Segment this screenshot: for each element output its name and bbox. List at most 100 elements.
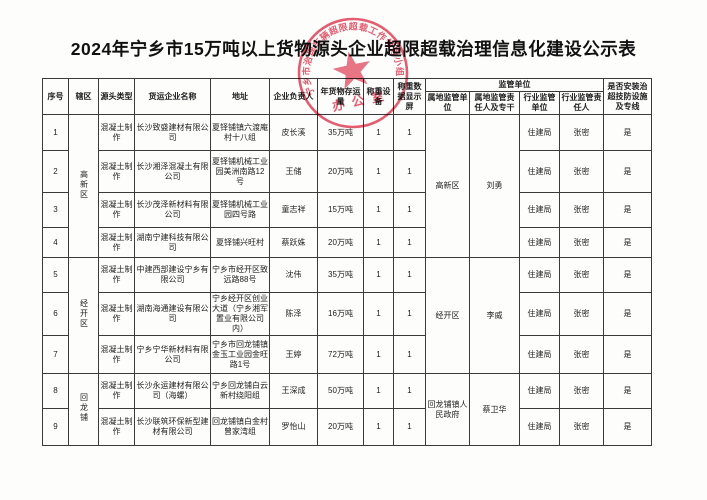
cell-industry-person: 张密 xyxy=(559,150,604,193)
table-row: 4 混凝土制作 湖南宁建科技有限公司 夏铎铺兴旺村 蔡跃姝 20万吨 1 1 住… xyxy=(42,227,652,258)
cell-manager: 王婷 xyxy=(269,335,318,374)
cell-address: 宁乡回龙铺白云新村绕阳组 xyxy=(210,373,270,409)
cell-display-screen: 1 xyxy=(393,150,426,193)
cell-source-type: 混凝土制作 xyxy=(98,150,135,193)
cell-weighing-device: 1 xyxy=(363,114,394,151)
cell-installed: 是 xyxy=(603,373,652,409)
cell-display-screen: 1 xyxy=(393,192,426,228)
cell-seq: 6 xyxy=(42,292,69,336)
cell-industry-unit: 住建局 xyxy=(519,150,560,193)
cell-industry-unit: 住建局 xyxy=(519,408,560,446)
cell-company: 湖南海通建设有限公司 xyxy=(134,292,211,336)
cell-seq: 3 xyxy=(42,192,69,228)
cell-manager: 陈泽 xyxy=(269,292,318,336)
cell-weighing-device: 1 xyxy=(363,192,394,228)
cell-address: 夏铎铺机械工业园四号路 xyxy=(210,192,270,228)
cell-installed: 是 xyxy=(603,292,652,336)
cell-industry-unit: 住建局 xyxy=(519,227,560,258)
table-row: 3 混凝土制作 长沙茂泽新材料有限公司 夏铎铺机械工业园四号路 童志祥 15万吨… xyxy=(42,192,652,228)
cell-industry-person: 张密 xyxy=(559,335,604,374)
cell-display-screen: 1 xyxy=(393,292,426,336)
cell-seq: 4 xyxy=(42,227,69,258)
cell-manager: 皮长溪 xyxy=(269,114,318,151)
cell-annual-volume: 15万吨 xyxy=(317,192,364,228)
cell-local-person: 蔡卫华 xyxy=(469,373,520,446)
table-row: 8 回龙铺 混凝土制作 长沙永运建材有限公司（海螺） 宁乡回龙铺白云新村绕阳组 … xyxy=(42,373,652,446)
cell-source-type: 混凝土制作 xyxy=(98,257,135,293)
cell-source-type: 混凝土制作 xyxy=(98,408,135,446)
cell-company: 长沙茂泽新材料有限公司 xyxy=(134,192,211,228)
col-header-district: 辖区 xyxy=(68,78,99,115)
cell-installed: 是 xyxy=(603,408,652,446)
cell-display-screen: 1 xyxy=(393,257,426,293)
cell-weighing-device: 1 xyxy=(363,335,394,374)
cell-display-screen: 1 xyxy=(393,335,426,374)
table-row: 5 经开区 混凝土制作 中建西部建设宁乡有限公司 宁乡市经开区致远路88号 沈伟… xyxy=(42,257,652,374)
cell-district: 回龙铺 xyxy=(68,373,99,446)
col-header-local-person: 属地监管责任人及专干 xyxy=(469,91,520,115)
cell-industry-person: 张密 xyxy=(559,257,604,293)
table-row: 6 混凝土制作 湖南海通建设有限公司 宁乡经开区创业大道（宁乡湘军置业有限公司内… xyxy=(42,292,652,336)
cell-company: 中建西部建设宁乡有限公司 xyxy=(134,257,211,293)
page-title: 2024年宁乡市15万吨以上货物源头企业超限超载治理信息化建设公示表 xyxy=(70,39,637,59)
cell-annual-volume: 50万吨 xyxy=(317,373,364,409)
cell-industry-person: 张密 xyxy=(559,192,604,228)
cell-installed: 是 xyxy=(603,257,652,293)
cell-address: 宁乡市回龙铺镇金玉工业园金旺路1号 xyxy=(210,335,270,374)
cell-manager: 王储 xyxy=(269,150,318,193)
cell-manager: 罗怡山 xyxy=(269,408,318,446)
table-row: 2 混凝土制作 长沙湘泽混凝土有限公司 夏铎铺机械工业园美洲南路12号 王储 2… xyxy=(42,150,652,193)
cell-annual-volume: 20万吨 xyxy=(317,150,364,193)
cell-source-type: 混凝土制作 xyxy=(98,227,135,258)
cell-weighing-device: 1 xyxy=(363,292,394,336)
cell-annual-volume: 20万吨 xyxy=(317,408,364,446)
col-header-company: 货运企业名称 xyxy=(134,78,211,115)
cell-address: 夏铎铺兴旺村 xyxy=(210,227,270,258)
cell-weighing-device: 1 xyxy=(363,150,394,193)
cell-seq: 7 xyxy=(42,335,69,374)
district-label: 高新区 xyxy=(79,169,89,200)
header-row-2: 属地监管单位 属地监管责任人及专干 行业监管单位 行业监管责任人 xyxy=(43,91,652,115)
cell-local-unit: 经开区 xyxy=(425,257,470,374)
cell-address: 宁乡市经开区致远路88号 xyxy=(210,257,270,293)
col-header-display-screen: 称重数据显示屏 xyxy=(393,78,426,115)
cell-source-type: 混凝土制作 xyxy=(98,114,135,151)
cell-industry-person: 张密 xyxy=(559,227,604,258)
cell-address: 回龙铺镇白金村曾家湾组 xyxy=(210,408,270,446)
cell-local-unit: 高新区 xyxy=(425,114,470,258)
cell-source-type: 混凝土制作 xyxy=(98,192,135,228)
cell-company: 长沙永运建材有限公司（海螺） xyxy=(134,373,211,409)
cell-display-screen: 1 xyxy=(393,373,426,409)
cell-company: 长沙联筑环保新型建材有限公司 xyxy=(134,408,211,446)
cell-address: 宁乡经开区创业大道（宁乡湘军置业有限公司内） xyxy=(210,292,270,336)
col-header-weighing-device: 称重设备 xyxy=(363,78,394,115)
cell-local-person: 李威 xyxy=(469,257,520,374)
cell-local-person: 刘勇 xyxy=(469,114,520,258)
header-row-1: 序号 辖区 源头类型 货运企业名称 地址 企业负责人 年货物存运量 称重设备 称… xyxy=(42,78,652,115)
cell-installed: 是 xyxy=(603,335,652,374)
cell-seq: 5 xyxy=(42,257,69,293)
col-header-supervision-group: 监管单位 xyxy=(425,78,604,92)
cell-industry-person: 张密 xyxy=(559,373,604,409)
cell-weighing-device: 1 xyxy=(363,257,394,293)
cell-weighing-device: 1 xyxy=(363,408,394,446)
cell-industry-person: 张密 xyxy=(559,292,604,336)
cell-industry-person: 张密 xyxy=(559,408,604,446)
cell-annual-volume: 72万吨 xyxy=(317,335,364,374)
col-header-seq: 序号 xyxy=(42,78,69,115)
district-label: 经开区 xyxy=(79,299,89,329)
cell-manager: 蔡跃姝 xyxy=(269,227,318,258)
cell-industry-unit: 住建局 xyxy=(519,114,560,151)
table-row: 9 混凝土制作 长沙联筑环保新型建材有限公司 回龙铺镇白金村曾家湾组 罗怡山 2… xyxy=(42,408,652,446)
col-header-manager: 企业负责人 xyxy=(269,78,318,115)
cell-industry-unit: 住建局 xyxy=(519,257,560,293)
col-header-installed: 是否安装治超技防设施及专线 xyxy=(603,78,652,115)
col-header-address: 地址 xyxy=(210,78,270,115)
cell-display-screen: 1 xyxy=(393,114,426,151)
cell-company: 湖南宁建科技有限公司 xyxy=(134,227,211,258)
table-row: 7 混凝土制作 宁乡宁华新材料有限公司 宁乡市回龙铺镇金玉工业园金旺路1号 王婷… xyxy=(42,335,652,374)
cell-company: 宁乡宁华新材料有限公司 xyxy=(134,335,211,374)
cell-weighing-device: 1 xyxy=(363,373,394,409)
cell-seq: 8 xyxy=(42,373,69,409)
cell-installed: 是 xyxy=(603,114,652,151)
